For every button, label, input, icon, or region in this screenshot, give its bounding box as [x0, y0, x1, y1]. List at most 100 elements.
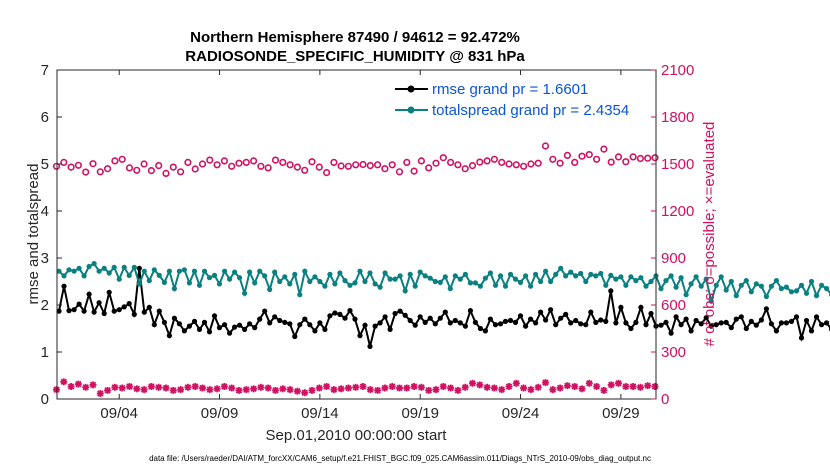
data-point-totalspread: [267, 286, 273, 293]
data-point-totalspread: [593, 273, 599, 279]
data-point-totalspread: [211, 272, 218, 278]
data-point-rmse: [196, 326, 203, 332]
data-point-totalspread: [533, 271, 539, 277]
data-point-totalspread: [583, 278, 589, 285]
right-tick-label: 2100: [661, 62, 694, 79]
data-point-totalspread: [728, 278, 734, 285]
data-point-rmse: [528, 316, 534, 322]
obs-possible-marker: [125, 164, 134, 172]
data-point-totalspread: [538, 278, 544, 285]
obs-possible-marker: [184, 158, 192, 166]
data-point-totalspread: [753, 281, 759, 287]
data-point-totalspread: [407, 271, 413, 277]
obs-possible-marker: [439, 154, 447, 162]
data-point-rmse: [362, 322, 368, 328]
data-point-rmse: [357, 333, 363, 339]
data-point-totalspread: [603, 282, 609, 288]
data-point-rmse: [247, 321, 253, 327]
data-point-totalspread: [171, 286, 177, 292]
x-tick-label: 09/09: [201, 405, 239, 422]
data-point-totalspread: [322, 283, 328, 289]
obs-evaluated-marker: [636, 383, 644, 391]
data-point-rmse: [548, 307, 554, 313]
data-point-rmse: [698, 321, 704, 327]
obs-evaluated-marker: [600, 386, 608, 394]
obs-evaluated-marker: [67, 383, 75, 390]
data-point-rmse: [392, 310, 398, 317]
data-point-rmse: [753, 322, 759, 328]
data-point-totalspread: [227, 276, 233, 282]
data-point-rmse: [211, 313, 218, 319]
data-point-totalspread: [181, 267, 187, 273]
data-point-totalspread: [638, 275, 644, 281]
data-point-rmse: [467, 308, 473, 314]
data-point-totalspread: [713, 282, 719, 288]
obs-evaluated-marker: [308, 386, 316, 394]
data-point-totalspread: [442, 274, 448, 280]
data-point-totalspread: [447, 286, 453, 292]
data-point-totalspread: [56, 268, 62, 274]
obs-possible-marker: [315, 163, 323, 171]
data-point-totalspread: [312, 274, 318, 280]
data-point-totalspread: [417, 269, 423, 275]
data-point-totalspread: [693, 274, 699, 280]
obs-possible-marker: [118, 155, 126, 163]
data-point-rmse: [96, 300, 102, 306]
obs-possible-marker: [323, 169, 331, 177]
obs-possible-marker: [578, 152, 586, 160]
data-point-totalspread: [808, 278, 815, 285]
obs-evaluated-marker: [549, 386, 557, 394]
data-point-totalspread: [457, 276, 463, 282]
obs-evaluated-marker: [585, 379, 593, 387]
obs-possible-marker: [549, 155, 557, 163]
data-point-totalspread: [186, 280, 192, 286]
obs-evaluated-marker: [126, 383, 133, 390]
data-point-rmse: [417, 314, 423, 320]
data-point-totalspread: [71, 268, 77, 274]
data-point-totalspread: [683, 292, 689, 298]
data-point-totalspread: [462, 271, 468, 277]
data-point-rmse: [502, 318, 509, 324]
right-tick-label: 900: [661, 250, 686, 267]
right-tick-label: 0: [661, 391, 669, 408]
data-point-totalspread: [523, 273, 529, 279]
obs-possible-marker: [556, 159, 564, 167]
obs-evaluated-marker: [505, 383, 513, 390]
obs-possible-marker: [155, 162, 163, 170]
data-point-rmse: [482, 328, 488, 334]
x-tick-label: 09/29: [602, 405, 640, 422]
obs-evaluated-marker: [344, 384, 352, 392]
obs-possible-marker: [651, 154, 659, 162]
obs-evaluated-marker: [96, 390, 104, 397]
obs-possible-marker: [607, 158, 615, 166]
obs-evaluated-marker: [352, 383, 360, 391]
left-tick-label: 1: [41, 344, 49, 361]
obs-possible-marker: [250, 157, 258, 165]
obs-possible-marker: [228, 162, 236, 170]
data-point-rmse: [352, 316, 358, 322]
data-point-rmse: [683, 316, 689, 322]
obs-possible-marker: [461, 165, 469, 173]
data-point-rmse: [116, 307, 122, 313]
obs-evaluated-marker: [644, 382, 652, 390]
obs-possible-marker: [636, 154, 645, 163]
data-point-rmse: [407, 317, 413, 324]
data-point-totalspread: [196, 282, 203, 288]
data-point-rmse: [783, 320, 790, 326]
data-point-totalspread: [66, 267, 72, 273]
data-point-totalspread: [768, 283, 775, 289]
right-tick-label: 300: [661, 344, 686, 361]
data-point-totalspread: [568, 269, 574, 275]
obs-evaluated-marker: [242, 386, 250, 394]
chart-title-line-2: RADIOSONDE_SPECIFIC_HUMIDITY @ 831 hPa: [185, 48, 525, 65]
obs-evaluated-marker: [512, 379, 520, 387]
obs-evaluated-marker: [184, 383, 192, 391]
x-tick-label: 09/14: [301, 405, 339, 422]
data-point-rmse: [728, 325, 734, 331]
obs-possible-marker: [301, 166, 309, 174]
data-point-totalspread: [91, 261, 97, 267]
data-point-rmse: [91, 309, 97, 315]
data-point-rmse: [397, 308, 403, 314]
obs-evaluated-marker: [498, 386, 506, 394]
